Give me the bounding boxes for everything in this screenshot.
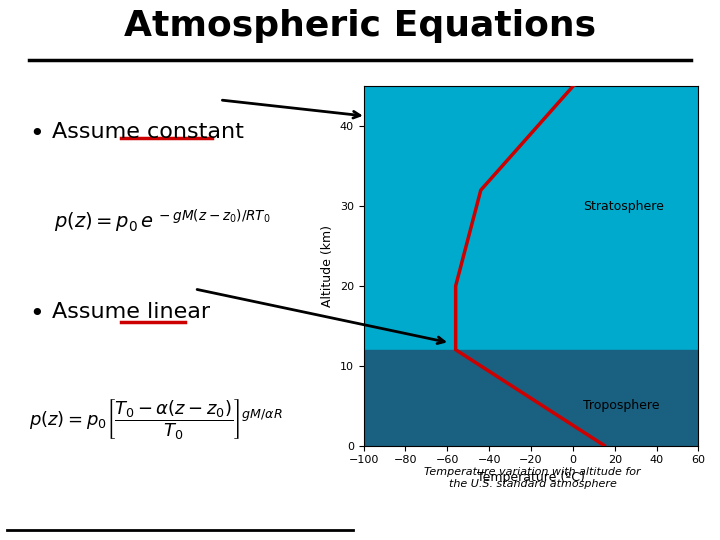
Text: Atmospheric Equations: Atmospheric Equations — [124, 9, 596, 43]
Bar — [364, 350, 698, 446]
Text: $p(z) = p_0\, e^{\,-gM(z-z_0)/RT_0}$: $p(z) = p_0\, e^{\,-gM(z-z_0)/RT_0}$ — [54, 207, 271, 234]
Y-axis label: Altitude (km): Altitude (km) — [321, 225, 334, 307]
Text: Troposphere: Troposphere — [583, 399, 660, 412]
X-axis label: Temperature (ºC): Temperature (ºC) — [477, 471, 585, 484]
Text: Temperature variation with altitude for
the U.S. standard atmosphere: Temperature variation with altitude for … — [425, 467, 641, 489]
Text: •: • — [29, 122, 43, 146]
Text: Assume constant: Assume constant — [52, 122, 244, 142]
Text: •: • — [29, 302, 43, 326]
Text: Stratosphere: Stratosphere — [583, 200, 664, 213]
Text: $p(z) = p_0 \left[\dfrac{T_0 - \alpha(z-z_0)}{T_0}\right]^{gM/\alpha R}$: $p(z) = p_0 \left[\dfrac{T_0 - \alpha(z-… — [29, 397, 282, 441]
Text: Assume linear: Assume linear — [52, 302, 210, 322]
